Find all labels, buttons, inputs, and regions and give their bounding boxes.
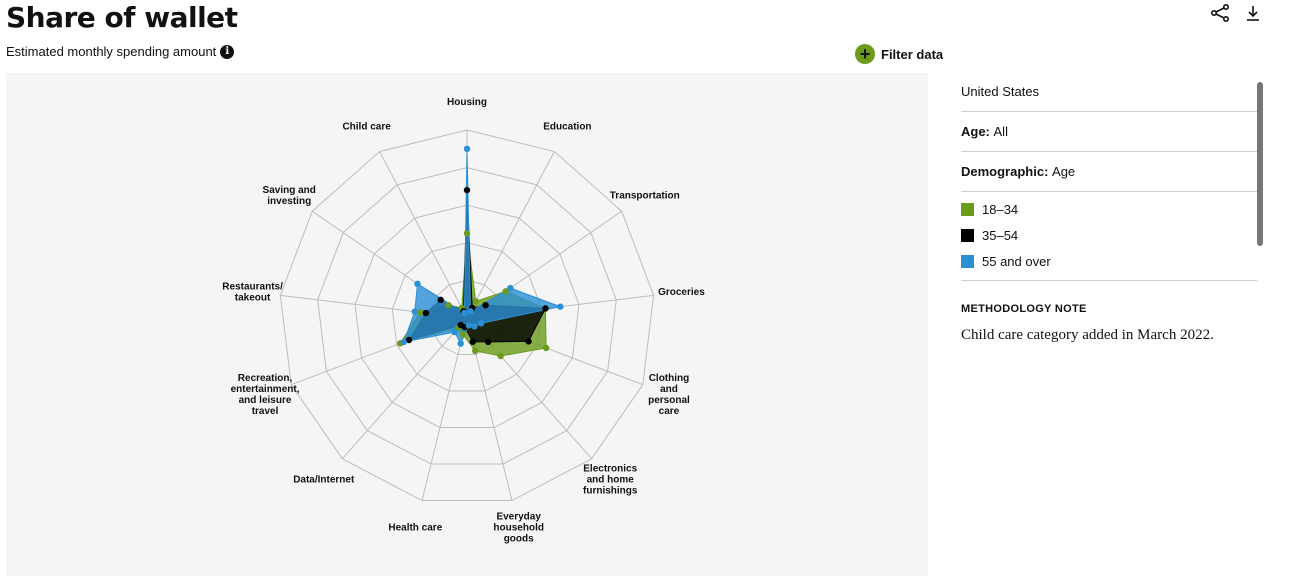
- radar-point[interactable]: [414, 280, 421, 288]
- age-selector[interactable]: Age: All: [961, 112, 1257, 152]
- demographic-label: Demographic:: [961, 164, 1049, 179]
- radar-point[interactable]: [400, 338, 407, 346]
- radar-point[interactable]: [471, 347, 479, 355]
- legend: 18–34 35–54 55 and over: [961, 192, 1257, 281]
- subtitle-text: Estimated monthly spending amount: [6, 44, 217, 59]
- legend-swatch: [961, 228, 974, 242]
- radar-point[interactable]: [457, 321, 464, 329]
- page-title: Share of wallet: [6, 1, 238, 34]
- radar-point[interactable]: [542, 344, 550, 352]
- radar-point[interactable]: [542, 305, 549, 312]
- radar-axis-label: Recreation, entertainment, and leisure trav…: [231, 373, 300, 417]
- demographic-value: Age: [1052, 164, 1076, 179]
- info-icon[interactable]: i: [220, 44, 235, 59]
- legend-item-35-54[interactable]: 35–54: [961, 222, 1257, 248]
- radar-axis-label: Groceries: [658, 287, 705, 298]
- radar-point[interactable]: [445, 301, 452, 309]
- methodology-title: METHODOLOGY NOTE: [961, 303, 1087, 315]
- panel-scrollbar[interactable]: [1257, 82, 1263, 246]
- radar-spoke: [466, 151, 555, 319]
- radar-axis-label: Housing: [447, 97, 487, 108]
- radar-axis-label: Data/Internet: [293, 475, 355, 486]
- radar-point[interactable]: [472, 298, 479, 305]
- radar-axis-label: Health care: [388, 523, 442, 534]
- radar-grid-ring: [391, 242, 543, 392]
- filter-data-label: Filter data: [881, 46, 944, 62]
- legend-label: 55 and over: [982, 253, 1051, 269]
- radar-point[interactable]: [507, 284, 514, 292]
- radar-axis-label: Clothing and personal care: [648, 373, 690, 417]
- radar-point[interactable]: [461, 309, 468, 317]
- radar-point[interactable]: [405, 336, 413, 344]
- radar-grid-ring: [354, 204, 580, 429]
- radar-point[interactable]: [437, 296, 444, 304]
- radar-axis-label: Education: [543, 122, 591, 133]
- download-icon[interactable]: [1244, 4, 1262, 22]
- radar-point[interactable]: [463, 186, 471, 194]
- radar-chart-area: Housing Education Transportation Groceries C…: [6, 73, 928, 576]
- radar-point[interactable]: [497, 352, 504, 360]
- radar-point[interactable]: [463, 145, 471, 152]
- radar-point[interactable]: [422, 309, 430, 317]
- radar-spoke: [421, 317, 468, 501]
- radar-point[interactable]: [471, 323, 478, 330]
- filter-data-button[interactable]: + Filter data: [855, 44, 943, 64]
- country-selector[interactable]: United States: [961, 72, 1257, 112]
- radar-grid-ring: [279, 129, 655, 502]
- radar-point[interactable]: [411, 308, 418, 315]
- demographic-selector[interactable]: Demographic: Age: [961, 152, 1257, 192]
- plus-icon: +: [855, 44, 875, 64]
- legend-item-18-34[interactable]: 18–34: [961, 196, 1257, 222]
- radar-point[interactable]: [457, 340, 464, 347]
- radar-chart: Housing Education Transportation Groceries C…: [222, 97, 705, 545]
- radar-spoke: [341, 317, 468, 460]
- radar-axis-label: Transportation: [610, 190, 680, 201]
- legend-item-55-over[interactable]: 55 and over: [961, 248, 1257, 274]
- age-label: Age:: [961, 124, 990, 139]
- radar-spoke: [379, 151, 468, 319]
- legend-label: 35–54: [982, 227, 1019, 243]
- share-icon[interactable]: [1210, 4, 1230, 22]
- radar-point[interactable]: [467, 308, 474, 315]
- top-actions: [1210, 4, 1262, 22]
- radar-point[interactable]: [502, 288, 509, 295]
- radar-axis-label: Child care: [342, 122, 391, 133]
- country-value: United States: [961, 84, 1040, 99]
- legend-label: 18–34: [982, 201, 1019, 217]
- radar-point[interactable]: [525, 338, 532, 345]
- radar-grid-ring: [317, 167, 617, 465]
- side-panel: United States Age: All Demographic: Age …: [961, 72, 1257, 344]
- legend-swatch: [961, 202, 974, 216]
- radar-point[interactable]: [484, 338, 492, 346]
- radar-point[interactable]: [451, 328, 458, 336]
- radar-point[interactable]: [557, 303, 564, 310]
- chart-subtitle: Estimated monthly spending amount i: [6, 44, 235, 59]
- methodology-text: Child care category added in March 2022.: [961, 327, 1214, 343]
- radar-axis-label: Everyday household goods: [493, 512, 544, 545]
- radar-axis-label: Restaurants/takeout: [222, 281, 283, 303]
- radar-point[interactable]: [477, 320, 485, 327]
- radar-axis-label: Saving and investing: [263, 185, 316, 207]
- age-value: All: [993, 124, 1008, 139]
- radar-point[interactable]: [459, 331, 467, 338]
- radar-point[interactable]: [465, 322, 472, 329]
- radar-point[interactable]: [469, 338, 477, 345]
- radar-point[interactable]: [417, 309, 424, 316]
- radar-point[interactable]: [482, 301, 489, 309]
- legend-swatch: [961, 254, 974, 268]
- radar-axis-label: Electronics and home furnishings: [583, 464, 638, 497]
- radar-point[interactable]: [463, 230, 471, 237]
